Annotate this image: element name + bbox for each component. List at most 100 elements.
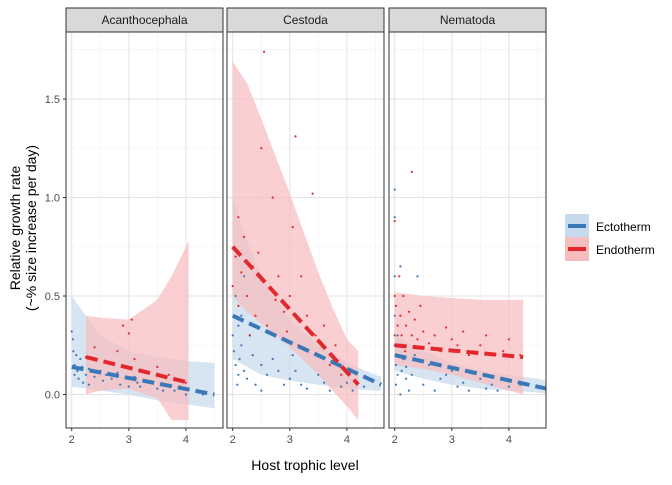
- point-ectotherm: [77, 377, 80, 380]
- point-ectotherm: [399, 393, 402, 396]
- point-endotherm: [274, 298, 277, 301]
- point-ectotherm: [156, 387, 159, 390]
- point-ectotherm: [245, 377, 249, 380]
- point-endotherm: [254, 314, 257, 317]
- point-ectotherm: [136, 381, 139, 384]
- point-ectotherm: [237, 373, 240, 376]
- point-ectotherm: [445, 373, 448, 376]
- point-ectotherm: [405, 377, 408, 380]
- panel-nematoda: Nematoda 2 3 4: [388, 7, 547, 446]
- point-endotherm: [265, 324, 269, 327]
- point-endotherm: [277, 275, 280, 278]
- point-ectotherm: [394, 383, 397, 386]
- point-ectotherm: [393, 216, 396, 219]
- point-endotherm: [237, 304, 240, 307]
- point-ectotherm: [102, 379, 105, 382]
- point-endotherm: [479, 344, 482, 347]
- point-endotherm: [393, 220, 396, 223]
- point-ectotherm: [439, 377, 442, 380]
- point-ectotherm: [76, 369, 79, 372]
- point-endotherm: [127, 332, 130, 335]
- legend: Ectotherm Endotherm: [565, 214, 655, 261]
- point-endotherm: [456, 344, 459, 347]
- ribbon-endotherm: [232, 61, 359, 421]
- point-endotherm: [245, 294, 249, 298]
- point-endotherm: [294, 135, 297, 138]
- panel-border: [226, 31, 385, 429]
- point-endotherm: [485, 334, 488, 337]
- y-tick-label: 1.0: [45, 192, 60, 204]
- point-ectotherm: [104, 373, 108, 376]
- point-endotherm: [393, 334, 396, 337]
- point-endotherm: [248, 334, 251, 337]
- point-ectotherm: [291, 354, 294, 357]
- strip-title: Acanthocephala: [101, 13, 187, 27]
- point-ectotherm: [84, 373, 88, 376]
- point-ectotherm: [400, 369, 403, 372]
- panel-data: [70, 240, 215, 421]
- point-ectotherm: [265, 373, 269, 376]
- point-endotherm: [237, 216, 240, 219]
- point-ectotherm: [232, 350, 235, 353]
- point-endotherm: [263, 50, 266, 53]
- point-ectotherm: [240, 314, 243, 317]
- point-ectotherm: [283, 383, 286, 386]
- point-ectotherm: [433, 389, 436, 392]
- panel-data: [393, 170, 546, 396]
- point-endotherm: [156, 365, 159, 368]
- point-ectotherm: [294, 369, 297, 372]
- x-tick-label: 3: [287, 434, 293, 446]
- point-ectotherm: [87, 367, 90, 370]
- point-ectotherm: [462, 381, 465, 384]
- point-ectotherm: [116, 371, 119, 374]
- ribbon-ectotherm: [232, 197, 382, 391]
- point-ectotherm: [73, 373, 76, 376]
- point-endotherm: [394, 304, 397, 307]
- fit-line-ectotherm: [71, 364, 215, 397]
- panel-cestoda: Cestoda 2 3 4: [226, 7, 385, 446]
- point-endotherm: [413, 318, 416, 321]
- point-endotherm: [328, 363, 331, 367]
- point-endotherm: [314, 334, 317, 337]
- point-ectotherm: [240, 344, 243, 347]
- point-ectotherm: [410, 373, 413, 376]
- point-endotherm: [291, 225, 294, 229]
- x-axis-label: Host trophic level: [251, 457, 358, 473]
- point-ectotherm: [407, 389, 411, 392]
- point-ectotherm: [456, 385, 459, 388]
- point-ectotherm: [243, 275, 246, 278]
- point-ectotherm: [260, 389, 263, 392]
- point-ectotherm: [127, 385, 130, 388]
- y-tick-label: 1.5: [45, 94, 60, 106]
- point-ectotherm: [71, 338, 74, 341]
- point-endotherm: [184, 381, 187, 384]
- point-ectotherm: [82, 381, 85, 384]
- panel-border: [65, 31, 224, 429]
- point-endotherm: [93, 346, 96, 349]
- point-endotherm: [234, 255, 237, 258]
- point-ectotherm: [450, 369, 453, 372]
- point-endotherm: [405, 324, 408, 327]
- point-endotherm: [402, 294, 405, 298]
- point-ectotherm: [271, 357, 274, 361]
- point-ectotherm: [485, 387, 488, 390]
- point-endotherm: [340, 373, 343, 376]
- point-endotherm: [433, 334, 436, 337]
- point-endotherm: [462, 330, 465, 333]
- point-endotherm: [133, 357, 136, 361]
- point-ectotherm: [467, 389, 470, 392]
- point-endotherm: [288, 294, 291, 298]
- point-ectotherm: [507, 385, 510, 388]
- point-endotherm: [407, 310, 411, 313]
- point-ectotherm: [277, 369, 280, 372]
- point-ectotherm: [317, 373, 320, 376]
- point-endotherm: [393, 294, 396, 298]
- point-endotherm: [403, 350, 407, 353]
- point-ectotherm: [237, 324, 240, 327]
- strip-acanthocephala: [65, 7, 224, 33]
- point-ectotherm: [288, 377, 291, 380]
- point-endotherm: [502, 350, 505, 353]
